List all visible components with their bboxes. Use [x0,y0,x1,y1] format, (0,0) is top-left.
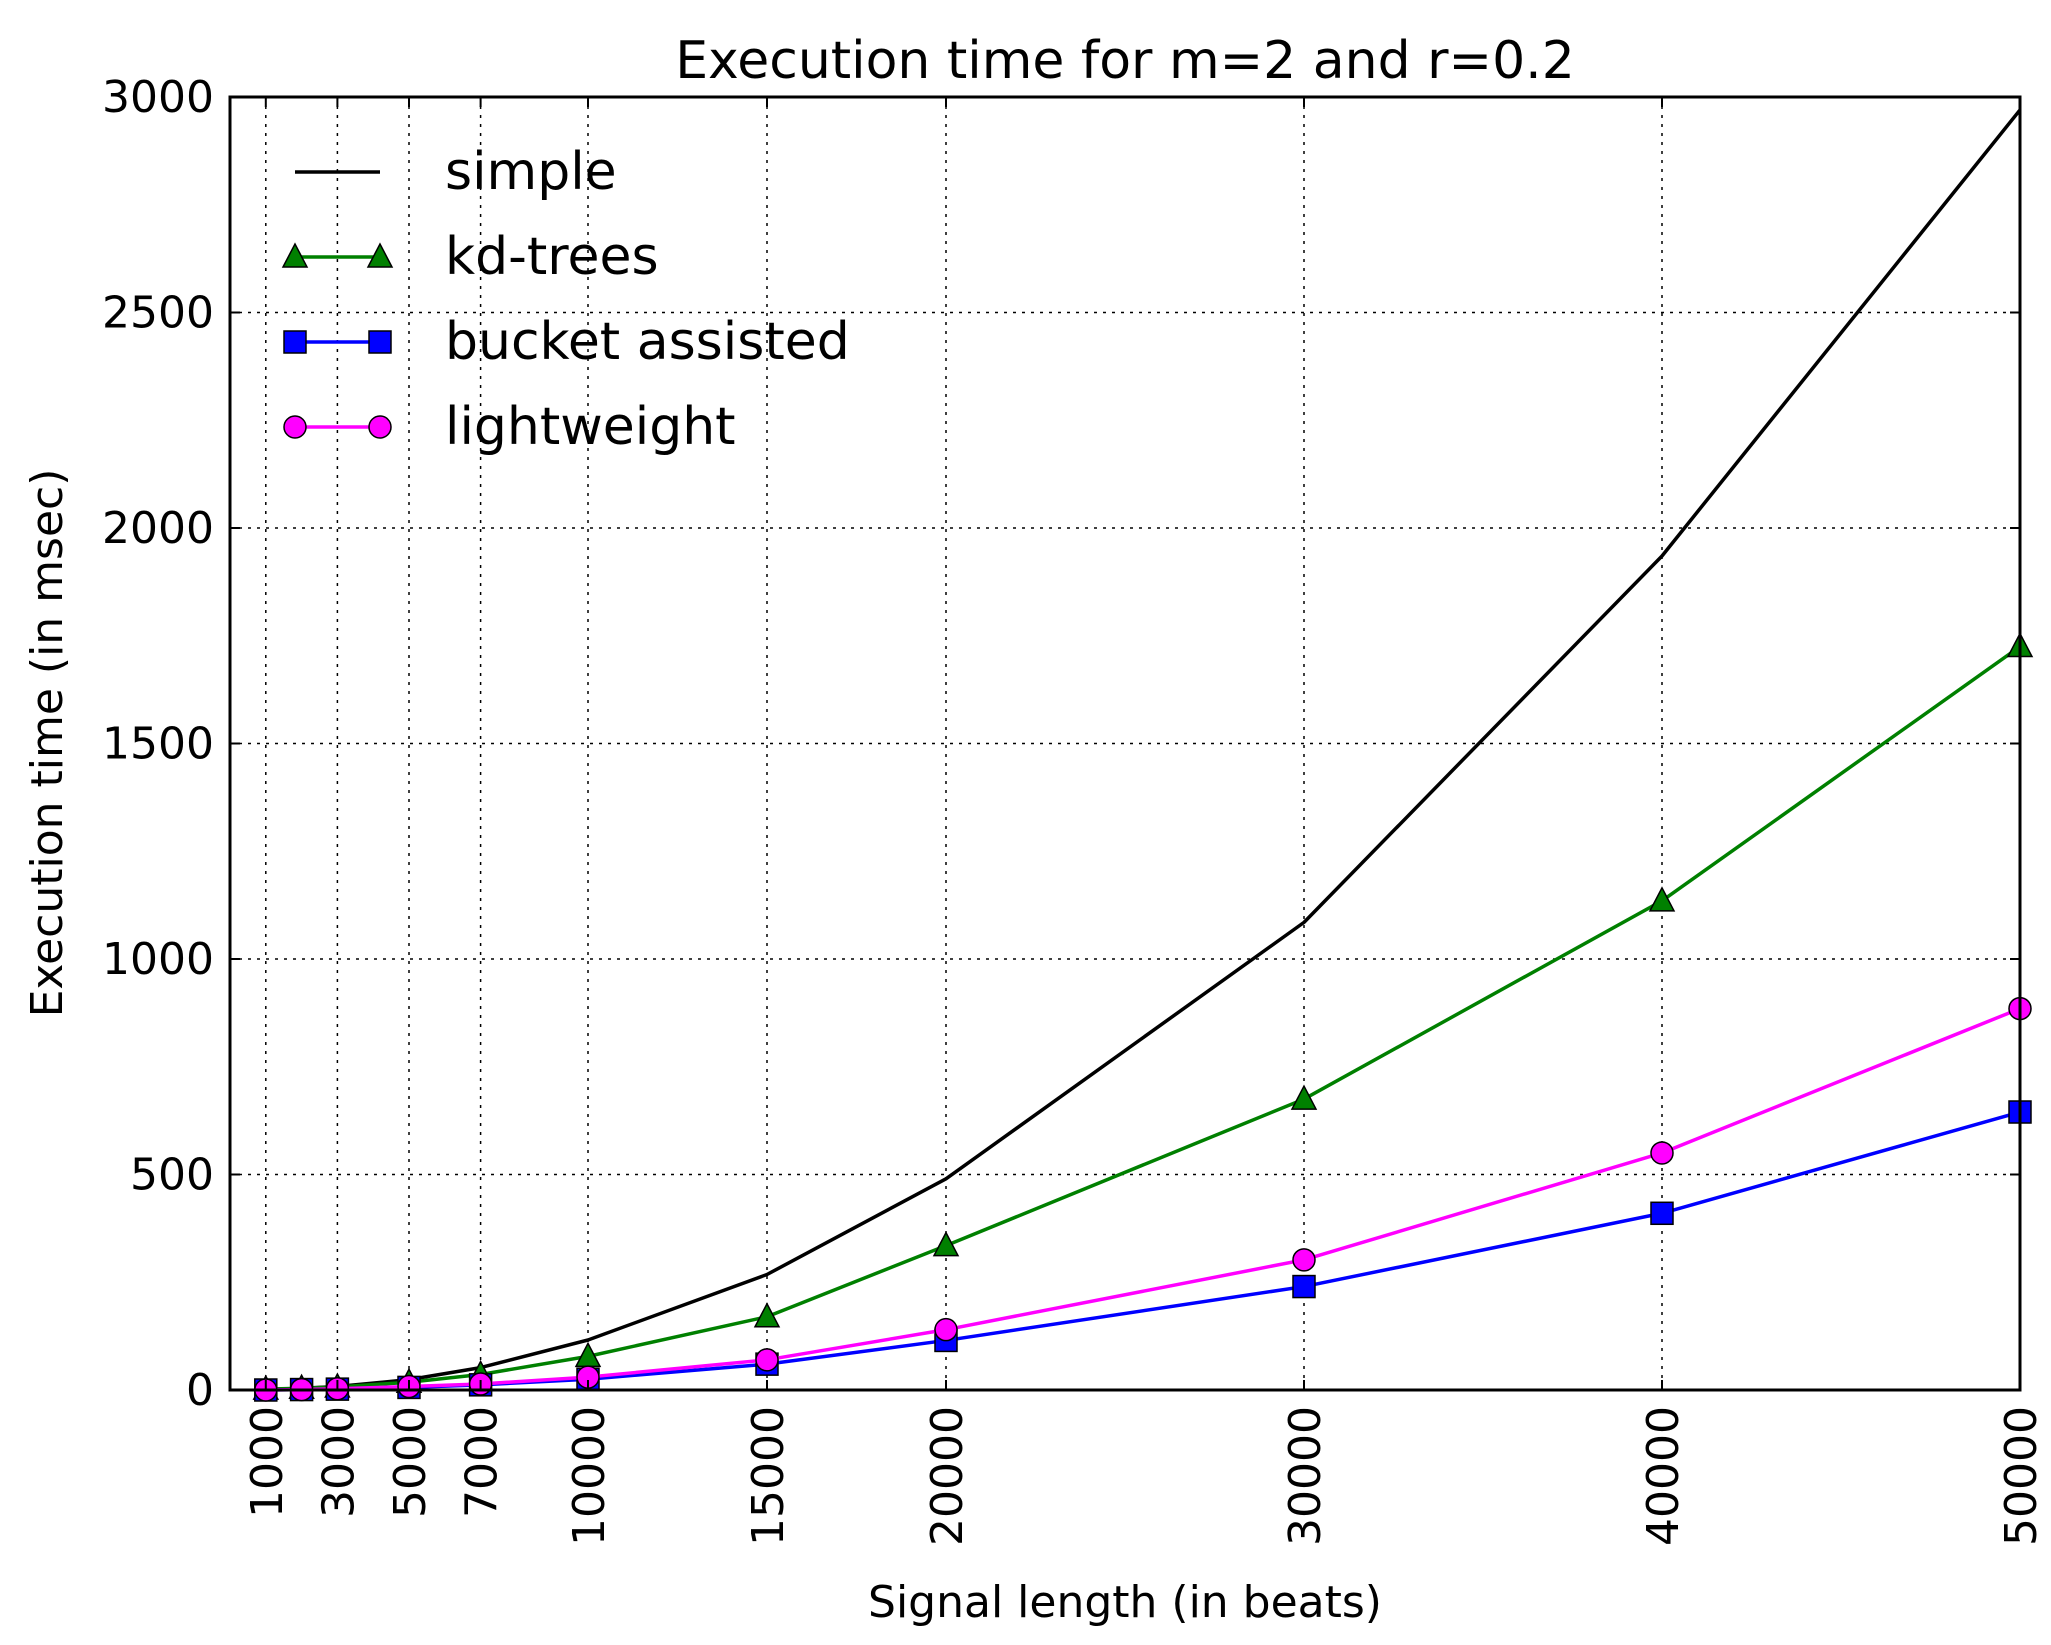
legend-marker-kd-trees [366,242,394,268]
legend-marker-lightweight [368,415,392,439]
data-point-kd-trees [753,1302,781,1328]
x-tick-label: 15000 [743,1406,794,1546]
y-tick-label: 2000 [102,503,214,554]
data-point-kd-trees [1290,1084,1318,1110]
legend-item-kd-trees: kd-trees [281,227,659,287]
data-point-lightweight [755,1348,779,1372]
legend-item-simple: simple [295,142,617,202]
data-point-bucket-assisted [1650,1201,1674,1226]
x-tick-label: 40000 [1638,1406,1689,1546]
x-tick-label: 30000 [1280,1406,1331,1546]
x-axis-label: Signal length (in beats) [868,1577,1382,1628]
legend-marker-bucket-assisted [283,330,307,354]
x-tick-label: 10000 [564,1406,615,1546]
axis-ticks: 1000 3000 5000 7000 10000 15000 20000 30000 4000… [102,72,2047,1546]
legend-item-lightweight: lightweight [283,397,736,457]
y-tick-label: 2500 [102,288,214,339]
y-tick-label: 500 [130,1150,214,1201]
data-point-lightweight [934,1317,958,1342]
data-point-lightweight [1650,1141,1674,1165]
grid [230,97,2020,1390]
legend-label-lightweight: lightweight [445,397,736,457]
x-tick-label: 5000 [385,1406,436,1518]
legend-label-bucket-assisted: bucket assisted [445,312,850,372]
data-point-lightweight [1292,1248,1316,1272]
x-tick-label: 1000 [242,1406,293,1518]
chart-title: Execution time for m=2 and r=0.2 [675,31,1575,91]
legend-marker-kd-trees [281,242,309,268]
legend-marker-lightweight [283,415,307,439]
data-point-bucket-assisted [1292,1274,1316,1299]
y-tick-label: 1000 [102,934,214,985]
x-tick-label: 50000 [1996,1406,2047,1546]
y-tick-label: 3000 [102,72,214,123]
x-tick-label: 7000 [457,1406,508,1518]
legend-label-kd-trees: kd-trees [445,227,659,287]
y-tick-label: 0 [186,1365,214,1416]
legend-label-simple: simple [445,142,617,202]
data-point-kd-trees [1648,886,1676,912]
y-axis-label: Execution time (in msec) [22,469,73,1018]
data-point-kd-trees [932,1230,960,1257]
x-tick-label: 3000 [313,1406,364,1518]
legend-item-bucket-assisted: bucket assisted [283,312,850,372]
legend-marker-bucket-assisted [368,330,392,354]
legend: simple kd-trees bucket assisted lightweight [281,142,850,457]
y-tick-label: 1500 [102,719,214,770]
x-tick-label: 20000 [922,1406,973,1546]
